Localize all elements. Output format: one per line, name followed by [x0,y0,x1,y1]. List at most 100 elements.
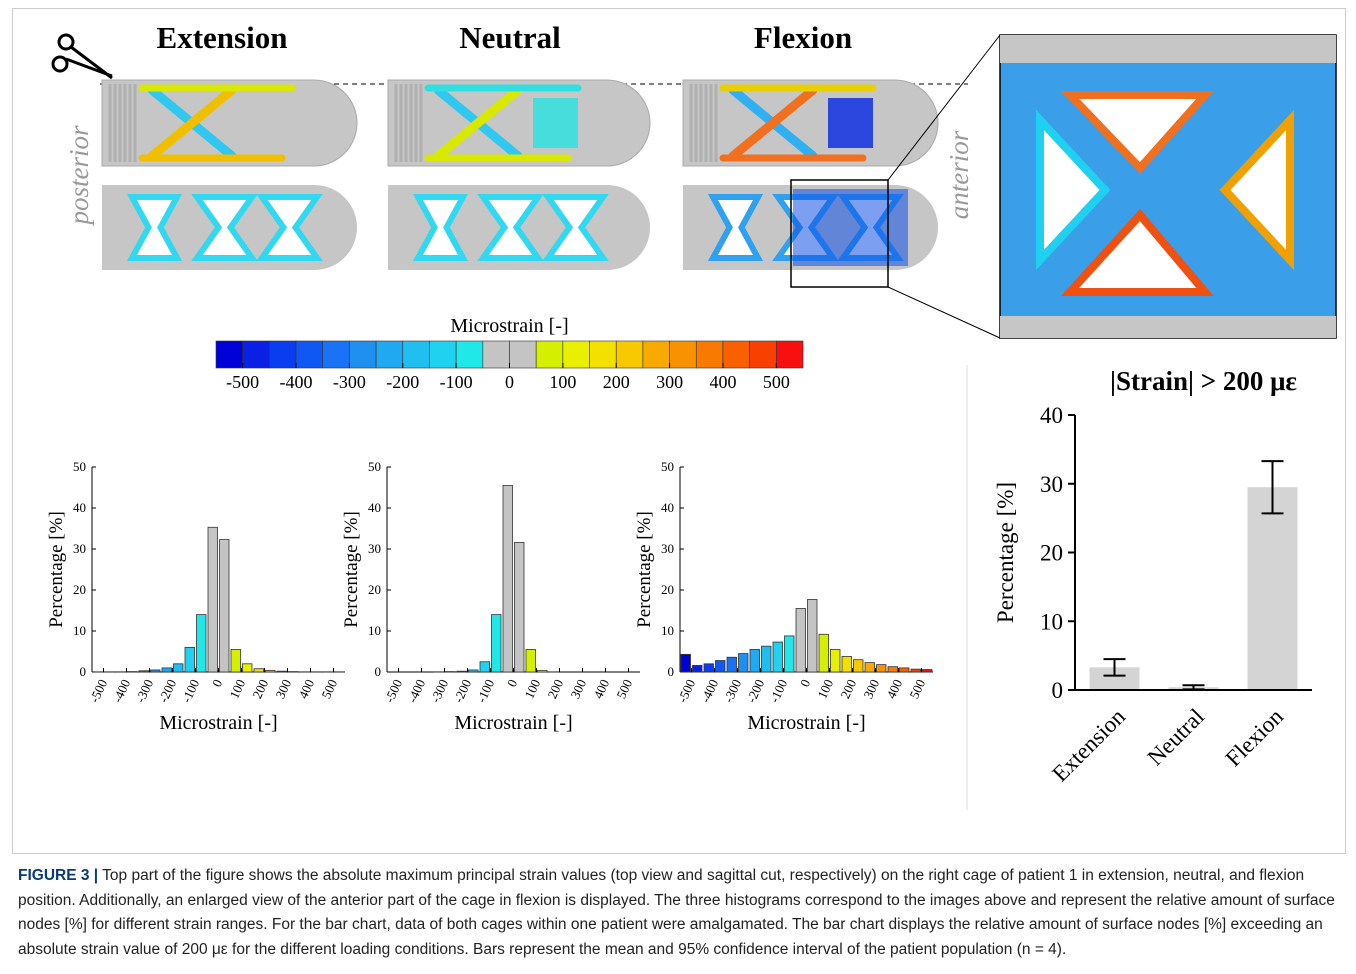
colorbar-segment [349,341,376,368]
colorbar-segment [483,341,510,368]
histogram-bar [716,661,726,672]
x-tick-label: 100 [226,677,248,701]
histogram-bar [785,636,795,672]
histogram-bar [693,665,703,672]
colorbar-segment [376,341,403,368]
histogram-bar [842,656,852,672]
colorbar-tick-label: 100 [549,372,576,392]
colorbar-tick-label: 400 [709,372,736,392]
histogram-bar [923,670,933,672]
histogram-bar [162,668,172,672]
histogram-bar [526,649,536,672]
y-tick-label: 50 [73,459,86,474]
colorbar-tick-label: -400 [280,372,313,392]
histogram-bar [469,670,479,672]
histogram-bar [243,664,253,672]
x-tick-label: 300 [860,677,882,701]
colorbar-segment [696,341,723,368]
view-title: Extension [157,20,288,55]
chart-title: |Strain| > 200 με [1110,366,1297,396]
histogram-bar [151,670,161,672]
y-tick-label: 30 [661,541,674,556]
colorbar-segment [216,341,243,368]
histogram-bar [762,646,772,672]
x-tick-label: -400 [698,677,722,705]
x-tick-label: -100 [179,677,203,705]
x-tick-label: 0 [209,677,225,689]
x-tick-label: 400 [883,677,905,701]
histogram-bar [266,670,276,672]
colorbar-tick-label: -500 [226,372,259,392]
histogram-bar [750,649,760,672]
y-tick-label: 30 [1040,472,1063,497]
x-tick-label: 200 [837,677,859,701]
figure: Extension Neutral Flexion posterior ante… [0,0,1356,860]
x-axis-label: Microstrain [-] [454,712,572,734]
colorbar-segment [776,341,803,368]
cage-window [828,98,873,148]
x-tick-label: -200 [744,677,768,705]
histogram-bar [727,657,737,672]
x-tick-label: 200 [544,677,566,701]
histogram-bar [911,669,921,672]
histogram-bar [854,660,864,672]
histogram-bar [831,649,841,672]
x-tick-label: -100 [767,677,791,705]
x-tick-label: -500 [675,677,699,705]
posterior-label: posterior [64,125,94,227]
x-tick-label: -300 [721,677,745,705]
caption-label: FIGURE 3 | [18,867,98,884]
histogram-bar [808,599,818,672]
colorbar-segment [670,341,697,368]
x-tick-label: Extension [1047,704,1130,787]
x-tick-label: -200 [156,677,180,705]
y-tick-label: 50 [661,459,674,474]
y-tick-label: 10 [1040,609,1063,634]
colorbar-tick-label: -200 [386,372,419,392]
x-tick-label: 500 [906,677,928,701]
x-tick-label: -200 [451,677,475,705]
x-tick-label: -500 [382,677,406,705]
histogram-bar [681,654,691,672]
y-tick-label: 20 [661,582,674,597]
y-tick-label: 0 [1052,678,1064,703]
histogram-bar [174,664,184,672]
histogram-bar [503,485,513,672]
colorbar-segment [429,341,456,368]
y-tick-label: 10 [661,623,674,638]
y-axis-label: Percentage [%] [46,511,67,628]
cage-window [247,98,292,148]
x-tick-label: 400 [295,677,317,701]
x-tick-label: -400 [110,677,134,705]
colorbar-segment [590,341,617,368]
y-tick-label: 20 [368,582,381,597]
x-tick-label: -400 [405,677,429,705]
x-axis-label: Microstrain [-] [159,712,277,734]
colorbar-segment [510,341,537,368]
y-tick-label: 30 [73,541,86,556]
histogram-bar [480,662,490,672]
colorbar-segment [296,341,323,368]
y-tick-label: 40 [661,500,674,515]
caption-text: Top part of the figure shows the absolut… [18,867,1335,958]
cage-images [102,35,1336,338]
histogram-bar [185,647,195,672]
x-tick-label: 500 [613,677,635,701]
colorbar-segment [563,341,590,368]
y-tick-label: 40 [1040,403,1063,428]
x-tick-label: 0 [797,677,813,689]
histogram-bar [877,665,887,672]
histogram-bar [888,667,898,672]
x-tick-label: -300 [133,677,157,705]
colorbar-segment [243,341,270,368]
scissors-icon [53,35,112,78]
x-tick-label: -100 [474,677,498,705]
histogram-bar [220,540,230,672]
y-tick-label: 20 [73,582,86,597]
x-tick-label: 100 [521,677,543,701]
colorbar-segment [323,341,350,368]
bar [1248,487,1298,690]
y-tick-label: 30 [368,541,381,556]
x-tick-label: 200 [249,677,271,701]
histogram-bar [739,654,749,672]
